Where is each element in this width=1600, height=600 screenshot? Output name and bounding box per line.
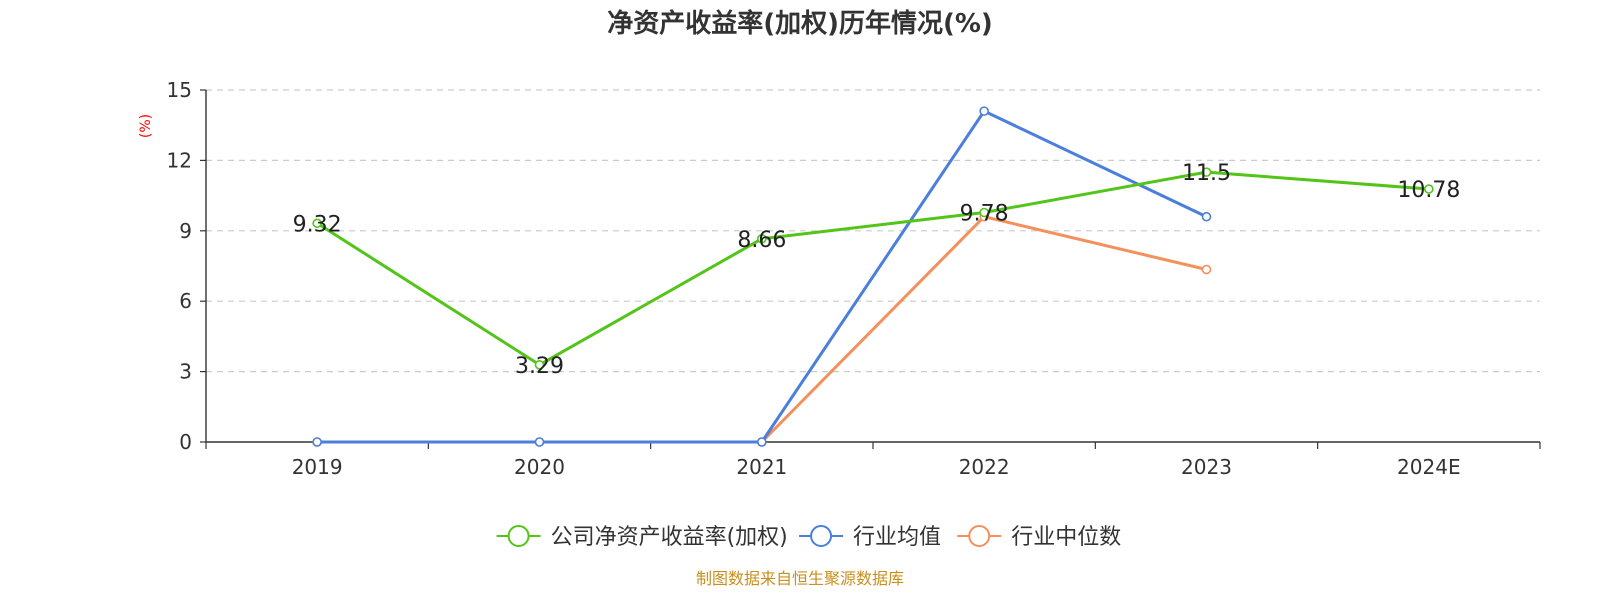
legend-marker-icon	[810, 525, 833, 547]
data-label: 3.29	[515, 354, 564, 379]
legend-item-1[interactable]: 行业均值	[799, 525, 941, 550]
series-lines	[312, 106, 1434, 447]
data-point[interactable]	[1201, 211, 1212, 222]
legend-label: 行业均值	[853, 525, 941, 550]
data-label: 11.5	[1182, 161, 1231, 186]
legend-label: 行业中位数	[1011, 525, 1121, 550]
series-line-0	[316, 170, 1429, 367]
data-point[interactable]	[1201, 264, 1212, 275]
data-point[interactable]	[757, 233, 767, 244]
data-point[interactable]	[757, 437, 767, 447]
data-point[interactable]	[979, 106, 989, 116]
chart-title: 净资产收益率(加权)历年情况(%)	[607, 8, 993, 39]
y-tick-label: 15	[167, 78, 192, 102]
data-label: 9.32	[293, 212, 342, 237]
data-point[interactable]	[1201, 167, 1212, 177]
data-point[interactable]	[979, 207, 989, 218]
data-label: 9.78	[960, 201, 1009, 226]
data-label: 10.78	[1397, 178, 1460, 203]
x-tick-label: 2022	[959, 455, 1010, 479]
x-tick-label: 2024E	[1397, 455, 1461, 479]
y-axis-label: (%)	[138, 114, 154, 138]
data-point[interactable]	[534, 437, 545, 447]
x-tick-label: 2019	[292, 455, 343, 479]
y-tick-label: 9	[179, 219, 192, 243]
data-point[interactable]	[534, 359, 545, 370]
data-source-note: 制图数据来自恒生聚源数据库	[696, 569, 904, 588]
axes: 0 3 6 9 12 15 2019 2020 2021 2022 2023 2024E	[167, 78, 1541, 479]
legend-marker-icon	[507, 525, 530, 547]
data-point[interactable]	[312, 218, 322, 229]
gridlines	[206, 89, 1540, 373]
y-tick-label: 12	[167, 148, 192, 172]
data-labels: 9.32 3.29 8.66 9.78 11.5 10.78	[293, 161, 1461, 379]
y-tick-label: 0	[179, 430, 192, 454]
x-tick-label: 2023	[1181, 455, 1232, 479]
legend[interactable]: 公司净资产收益率(加权) 行业均值 行业中位数	[496, 525, 1122, 550]
y-tick-label: 3	[179, 360, 192, 384]
data-point[interactable]	[312, 437, 322, 447]
legend-item-2[interactable]: 行业中位数	[957, 525, 1121, 550]
legend-marker-icon	[968, 525, 991, 547]
x-tick-label: 2021	[736, 455, 787, 479]
legend-label: 公司净资产收益率(加权)	[551, 525, 788, 550]
y-tick-label: 6	[179, 289, 192, 313]
x-tick-label: 2020	[514, 455, 565, 479]
legend-item-0[interactable]: 公司净资产收益率(加权)	[496, 525, 788, 550]
data-point[interactable]	[1424, 184, 1434, 194]
data-label: 8.66	[737, 228, 786, 253]
